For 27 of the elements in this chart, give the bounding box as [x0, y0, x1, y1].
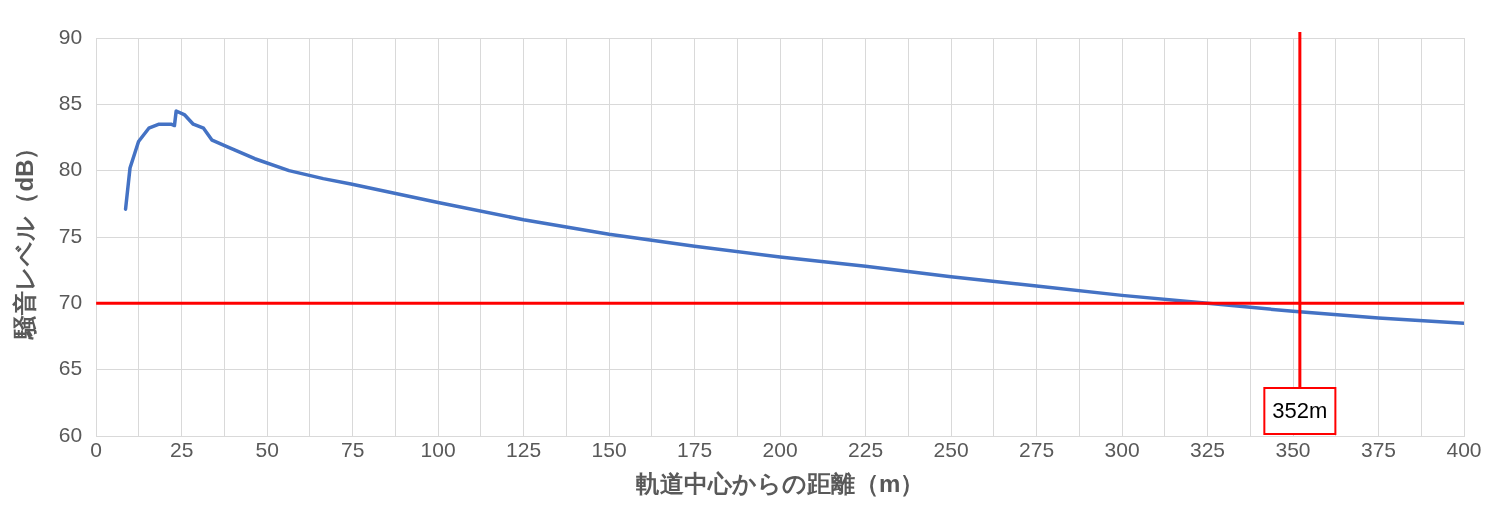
y-tick-label: 80 [58, 157, 83, 181]
x-tick-label: 250 [933, 438, 969, 462]
y-tick-label: 75 [58, 223, 83, 247]
x-tick-label: 125 [506, 438, 542, 462]
x-tick-label: 325 [1190, 438, 1226, 462]
y-tick-label: 90 [58, 24, 83, 48]
x-tick-label: 200 [762, 438, 798, 462]
y-tick-label: 85 [58, 91, 83, 115]
x-tick-label: 350 [1275, 438, 1311, 462]
y-tick-label: 65 [58, 356, 83, 380]
x-axis-title: 軌道中心からの距離（m） [635, 470, 925, 498]
x-tick-label: 25 [169, 438, 194, 462]
x-tick-label: 300 [1104, 438, 1140, 462]
x-tick-label: 175 [677, 438, 713, 462]
y-tick-label: 70 [58, 290, 83, 314]
x-tick-label: 400 [1446, 438, 1482, 462]
y-axis-title: 騒音レベル（dB） [11, 135, 39, 340]
y-tick-label: 60 [58, 422, 83, 446]
x-tick-label: 225 [848, 438, 884, 462]
x-tick-label: 50 [255, 438, 279, 462]
x-tick-label: 150 [591, 438, 627, 462]
ref-line-label: 352m [1272, 398, 1328, 424]
x-tick-label: 275 [1019, 438, 1055, 462]
x-tick-label: 375 [1360, 438, 1397, 462]
x-tick-label: 0 [90, 438, 102, 462]
x-tick-label: 75 [340, 438, 365, 462]
x-tick-label: 100 [420, 438, 456, 462]
